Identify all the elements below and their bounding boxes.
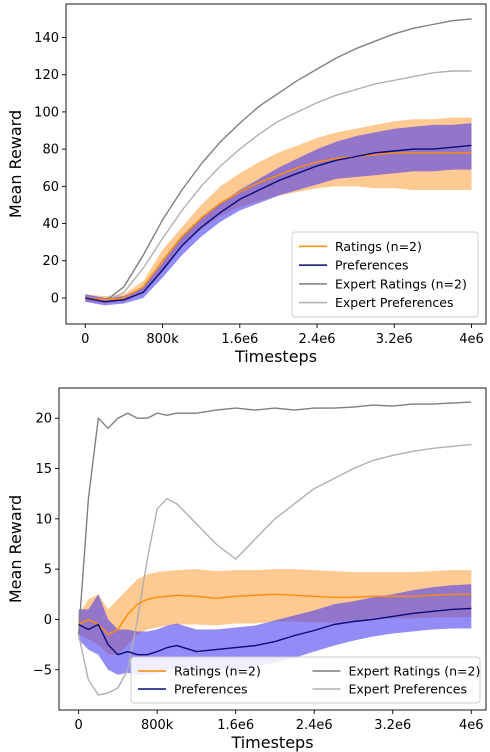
x-tick-label: 2.4e6 xyxy=(296,718,333,733)
x-axis-label: Timesteps xyxy=(234,347,317,366)
line-ratings-n-2 xyxy=(85,152,472,301)
y-tick-label: 10 xyxy=(35,512,52,527)
x-axis-label: Timesteps xyxy=(230,733,313,752)
y-axis-label: Mean Reward xyxy=(6,495,25,603)
legend-box xyxy=(130,656,481,704)
x-tick-label: 800k xyxy=(146,332,179,347)
plot-frame xyxy=(58,387,487,711)
legend-label-ratings-n-2: Ratings (n=2) xyxy=(335,239,422,254)
y-tick-label: 20 xyxy=(42,254,59,269)
x-tick-label: 2.4e6 xyxy=(299,332,336,347)
plot-frame xyxy=(65,3,487,325)
line-preferences xyxy=(85,144,472,303)
line-expert-ratings-n-2 xyxy=(77,401,472,635)
chart-top: 0 800k 1.6e6 2.4e6 3.2e6 4e6 0 20 40 60 80 100 120 14… xyxy=(6,3,487,366)
x-tick-label: 800k xyxy=(141,718,174,733)
line-expert-ratings-n-2 xyxy=(85,18,472,303)
x-tick-label: 4e6 xyxy=(459,332,484,347)
band-ratings-n-2 xyxy=(78,569,472,655)
legend-label-expert-ratings-n-2: Expert Ratings (n=2) xyxy=(335,276,467,291)
line-expert-preferences xyxy=(85,70,472,303)
x-tick-label: 4e6 xyxy=(459,718,484,733)
chart-bottom: 0 800k 1.6e6 2.4e6 3.2e6 4e6 −5 0 5 10 15 20 Timeste… xyxy=(6,387,487,752)
y-tick-label: −5 xyxy=(33,663,52,678)
legend-box xyxy=(291,231,479,318)
line-preferences xyxy=(78,607,472,656)
band-preferences xyxy=(78,584,472,675)
band-preferences xyxy=(85,123,472,306)
x-tick-label: 0 xyxy=(74,718,82,733)
x-tick-label: 3.2e6 xyxy=(376,332,413,347)
legend-label-ratings-n-2: Ratings (n=2) xyxy=(174,664,261,679)
y-tick-label: 20 xyxy=(35,412,52,427)
x-tick-label: 1.6e6 xyxy=(221,332,258,347)
y-tick-label: 80 xyxy=(42,143,59,158)
x-tick-label: 1.6e6 xyxy=(217,718,254,733)
legend-label-preferences: Preferences xyxy=(335,258,409,273)
y-tick-label: 40 xyxy=(42,217,59,232)
y-tick-label: 0 xyxy=(51,291,59,306)
line-ratings-n-2 xyxy=(78,593,472,636)
legend-label-expert-preferences: Expert Preferences xyxy=(349,682,467,697)
legend-label-expert-preferences: Expert Preferences xyxy=(335,295,453,310)
x-tick-label: 3.2e6 xyxy=(374,718,411,733)
y-tick-label: 60 xyxy=(42,180,59,195)
x-tick-label: 0 xyxy=(81,332,89,347)
y-tick-label: 0 xyxy=(44,613,52,628)
y-tick-label: 5 xyxy=(44,563,52,578)
y-tick-label: 15 xyxy=(35,462,52,477)
y-tick-label: 120 xyxy=(34,68,59,83)
legend-label-expert-ratings-n-2: Expert Ratings (n=2) xyxy=(349,664,481,679)
legend-label-preferences: Preferences xyxy=(174,682,248,697)
y-tick-label: 140 xyxy=(34,31,59,46)
y-axis-label: Mean Reward xyxy=(6,110,25,218)
y-tick-label: 100 xyxy=(34,105,59,120)
line-expert-preferences xyxy=(77,443,472,696)
